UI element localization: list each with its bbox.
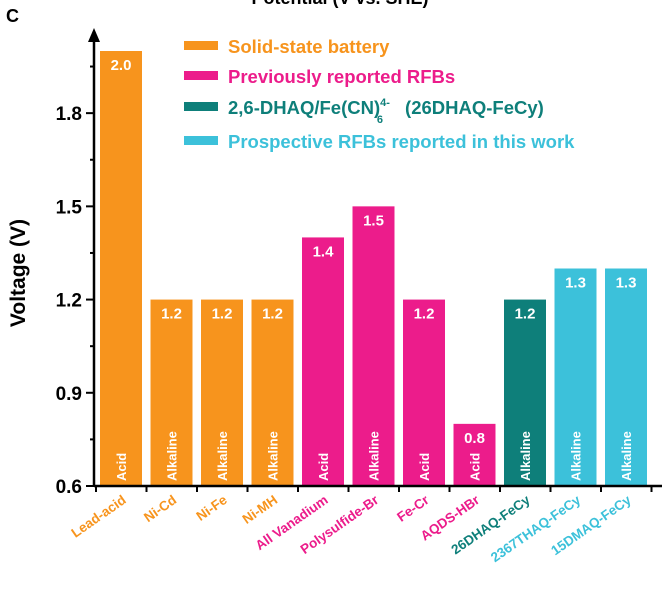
- legend-swatch: [184, 71, 218, 80]
- y-tick-label: 0.6: [56, 477, 82, 498]
- y-tick-label: 1.2: [56, 291, 82, 312]
- chart-title: Potential (V vs. SHE): [251, 0, 428, 8]
- bar: [150, 299, 193, 486]
- electrolyte-label: Alkaline: [619, 431, 634, 481]
- bar-value-label: 1.3: [616, 275, 637, 292]
- electrolyte-label: Acid: [468, 453, 483, 481]
- bar: [504, 299, 546, 486]
- legend-label-text: Previously reported RFBs: [228, 66, 455, 87]
- axes: 0.6 0.9 1.2 1.5 1.8: [56, 28, 662, 498]
- x-tick-label: Ni-Cd: [141, 492, 179, 525]
- legend-swatch: [184, 102, 218, 111]
- legend-swatch: [184, 136, 218, 145]
- electrolyte-label: Acid: [316, 453, 331, 481]
- bar: [100, 51, 142, 486]
- legend-label: Solid-state battery: [228, 36, 390, 57]
- electrolyte-label: Alkaline: [569, 431, 584, 481]
- legend-superscript: 4-: [380, 97, 390, 109]
- bar-value-label: 2.0: [111, 57, 132, 74]
- electrolyte-label: Alkaline: [367, 431, 382, 481]
- bars: 2.0 Acid 1.2 Alkaline 1.2 Alkaline 1.2 Alkaline…: [100, 51, 647, 486]
- y-axis-arrow: [88, 28, 100, 42]
- x-tick-label: Ni-MH: [240, 492, 281, 527]
- bar: [352, 206, 395, 486]
- y-axis-label: Voltage (V): [7, 219, 30, 327]
- legend-label: Previously reported RFBs: [228, 66, 455, 87]
- electrolyte-label: Alkaline: [215, 431, 230, 481]
- bar: [453, 423, 496, 486]
- panel-label: C: [6, 6, 19, 26]
- y-tick-label: 0.9: [56, 384, 82, 405]
- bar-value-label: 1.2: [212, 306, 233, 323]
- bar-value-label: 1.2: [161, 306, 182, 323]
- bar-value-label: 1.2: [515, 306, 536, 323]
- legend-label: 2,6-DHAQ/Fe(CN)4- 6 (26DHAQ-FeCy): [228, 97, 544, 126]
- bar: [605, 268, 647, 486]
- x-tick-label: Ni-Fe: [193, 492, 230, 524]
- bar: [201, 299, 243, 486]
- legend-label-text: Prospective RFBs reported in this work: [228, 131, 575, 152]
- electrolyte-label: Alkaline: [518, 431, 533, 481]
- x-tick-label: Fe-Cr: [394, 492, 432, 525]
- legend-label-text: Solid-state battery: [228, 36, 390, 57]
- electrolyte-label: Alkaline: [266, 431, 281, 481]
- legend-label: Prospective RFBs reported in this work: [228, 131, 575, 152]
- electrolyte-label: Alkaline: [165, 431, 180, 481]
- bar: [403, 299, 445, 486]
- legend: Solid-state battery Previously reported R…: [184, 36, 575, 152]
- electrolyte-label: Acid: [114, 453, 129, 481]
- x-tick-label: Lead-acid: [68, 492, 128, 540]
- bar: [251, 299, 294, 486]
- bar-value-label: 1.2: [262, 306, 283, 323]
- legend-suffix: (26DHAQ-FeCy): [405, 97, 544, 118]
- bar-value-label: 0.8: [464, 430, 485, 447]
- bar-value-label: 1.5: [363, 212, 384, 229]
- y-tick-label: 1.8: [56, 104, 82, 125]
- bar: [302, 237, 344, 486]
- bar-value-label: 1.4: [313, 243, 335, 260]
- electrolyte-label: Acid: [417, 453, 432, 481]
- legend-swatch: [184, 41, 218, 50]
- bar: [554, 268, 597, 486]
- legend-subscript: 6: [377, 114, 383, 126]
- bar-value-label: 1.2: [414, 306, 435, 323]
- x-tick-label: 2367THAQ-FeCy: [488, 492, 584, 565]
- legend-label-text: 2,6-DHAQ/Fe(CN): [228, 97, 380, 118]
- y-tick-label: 1.5: [56, 197, 83, 218]
- bar-value-label: 1.3: [565, 275, 586, 292]
